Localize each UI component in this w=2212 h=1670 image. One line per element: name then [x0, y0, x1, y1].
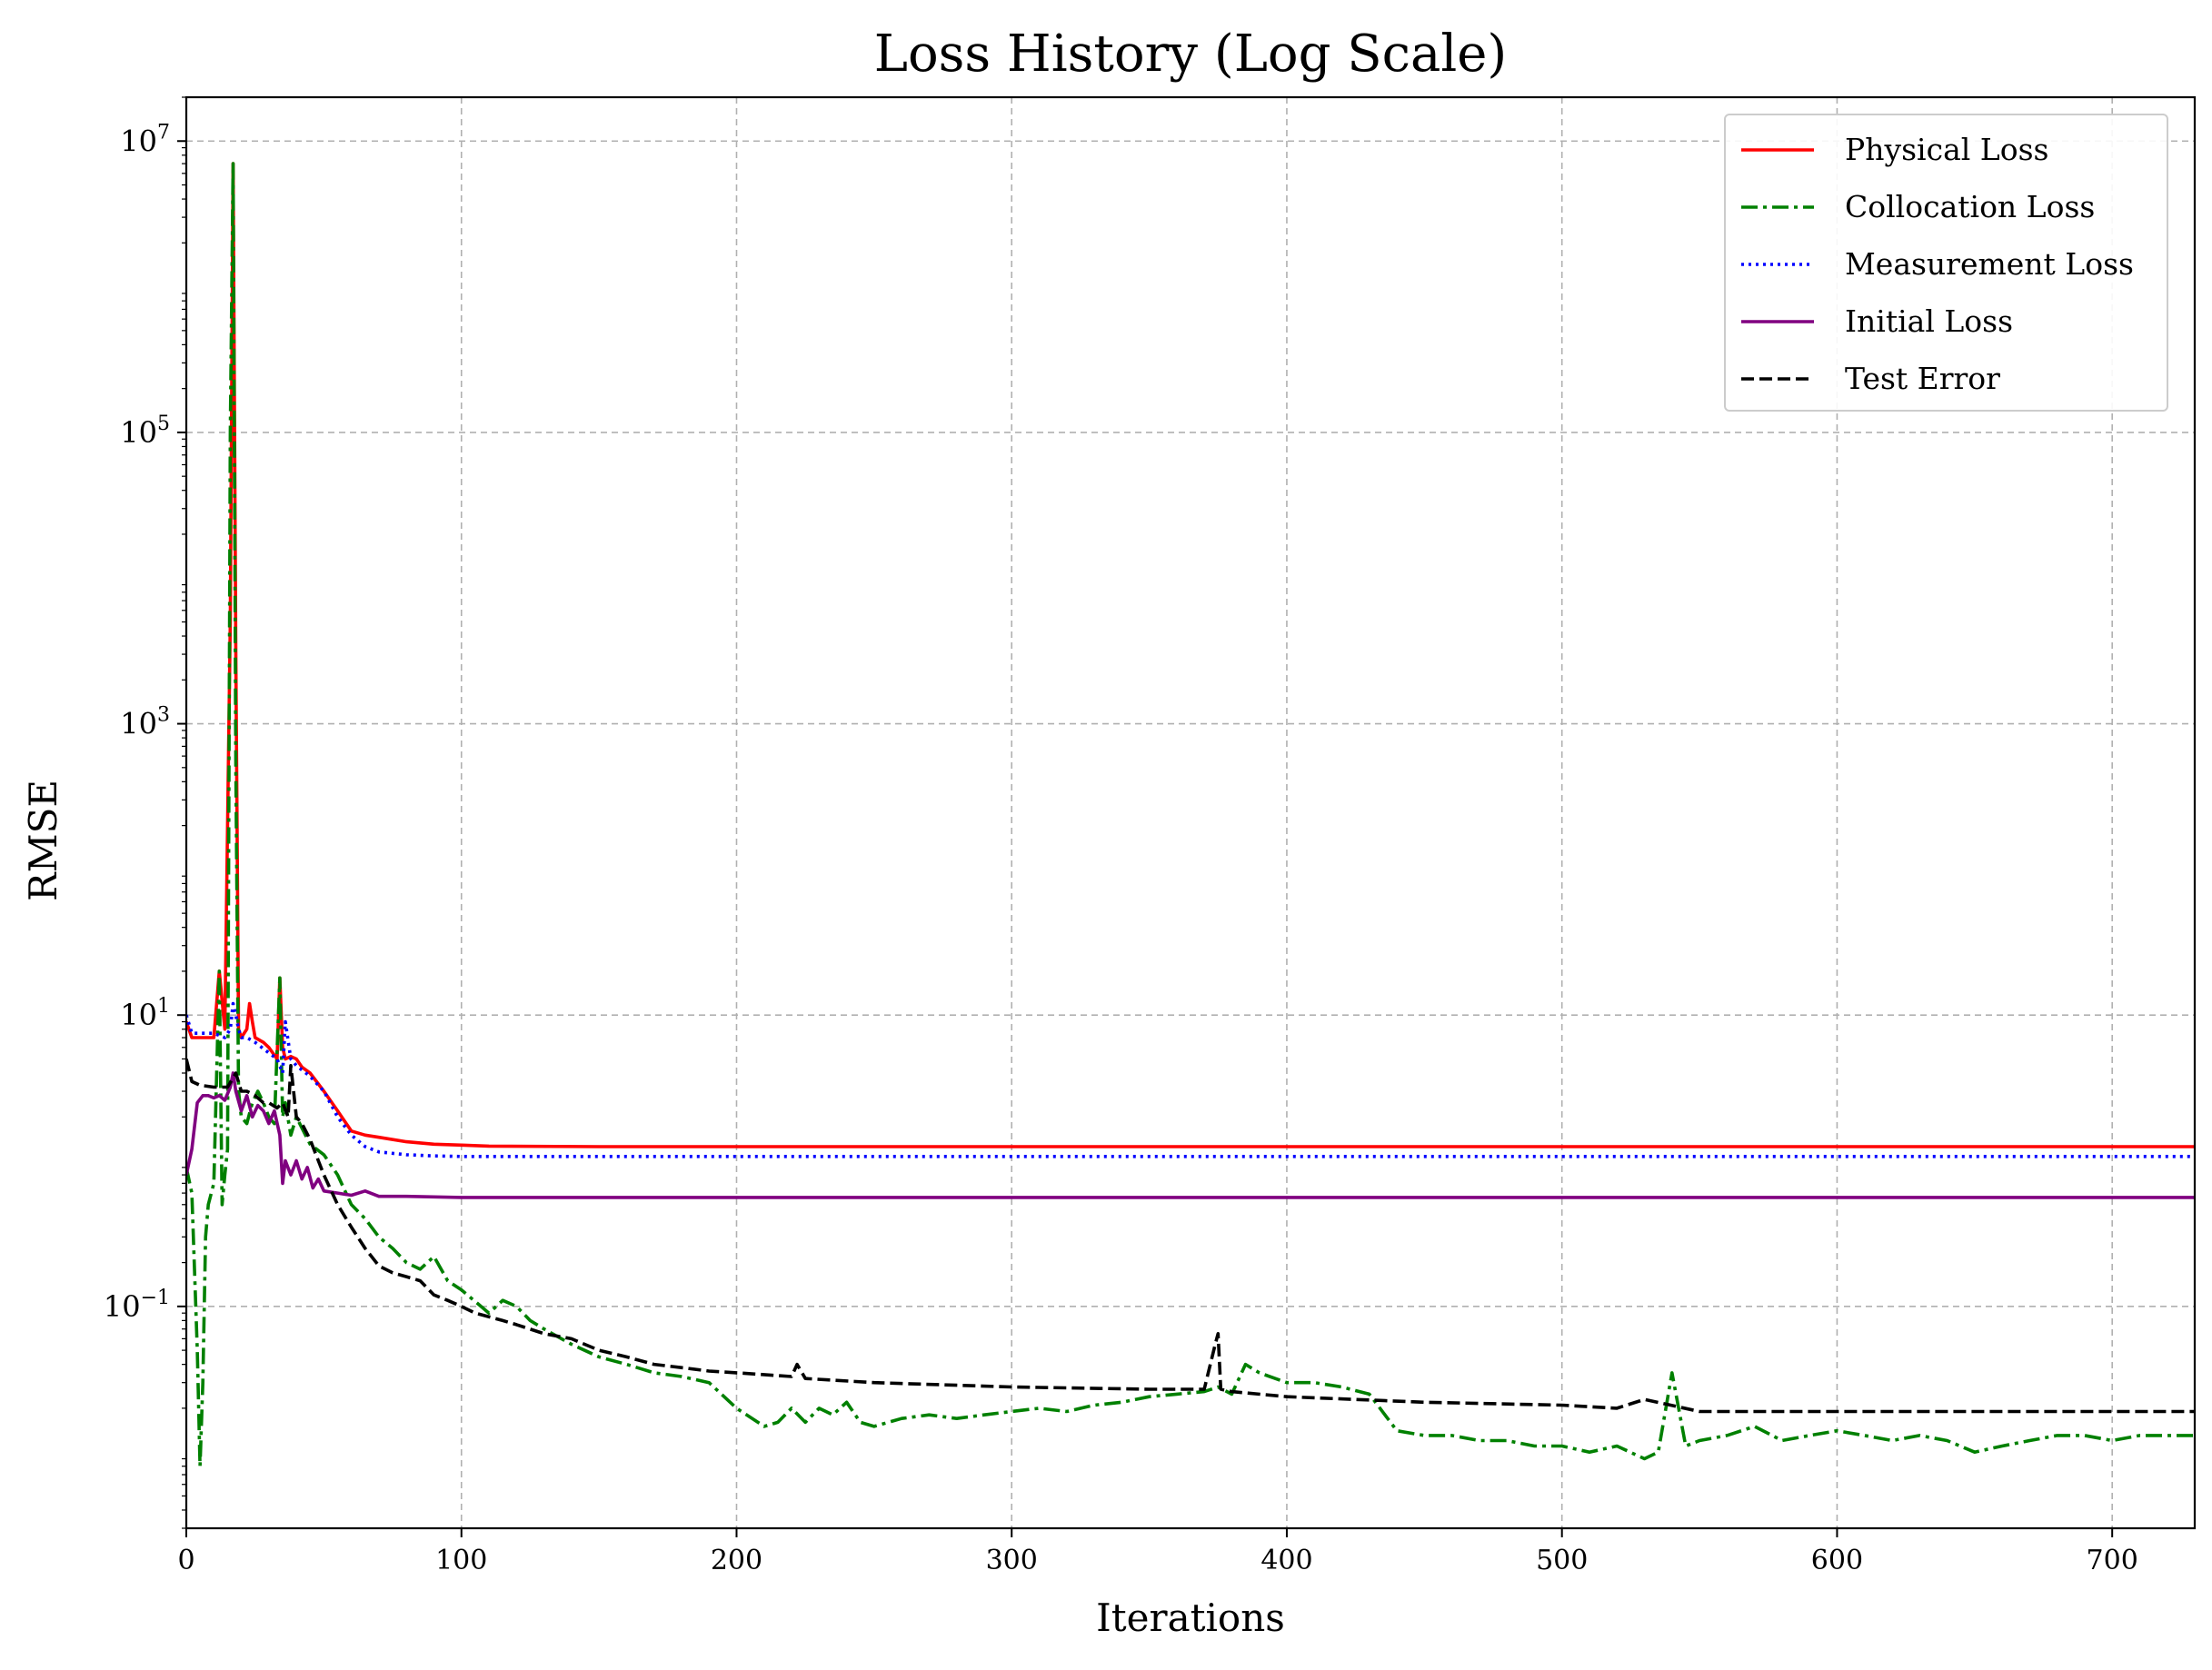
series-line-initial-loss — [186, 1071, 2195, 1199]
legend: Physical Loss Collocation Loss Measurement… — [1724, 114, 2168, 412]
y-tick-label: 105 — [120, 413, 170, 450]
legend-box — [1724, 114, 2168, 412]
y-tick-label: 101 — [120, 995, 170, 1032]
series-line-test-error — [186, 1059, 2195, 1414]
legend-label: Initial Loss — [1845, 303, 2013, 339]
legend-label: Collocation Loss — [1845, 189, 2095, 224]
x-tick-label: 0 — [177, 1545, 194, 1576]
y-tick-label: 103 — [120, 704, 170, 741]
grid-layer — [185, 97, 2195, 1528]
x-tick-label: 100 — [435, 1545, 487, 1576]
y-tick-label: 10−1 — [104, 1287, 170, 1324]
x-axis-label: Iterations — [1096, 1595, 1285, 1640]
legend-label: Physical Loss — [1845, 132, 2048, 167]
series-layer — [186, 162, 2195, 1468]
chart-title: Loss History (Log Scale) — [874, 25, 1508, 84]
legend-label: Test Error — [1845, 361, 2000, 396]
x-tick-label: 500 — [1536, 1545, 1588, 1576]
x-tick-label: 600 — [1811, 1545, 1863, 1576]
x-tick-label: 200 — [711, 1545, 762, 1576]
series-line-measurement-loss — [186, 1001, 2195, 1158]
x-tick-label: 700 — [2087, 1545, 2138, 1576]
tick-layer: 0 100 200 300 400 500 600 700 10−1 101 103 105 107 — [104, 96, 2138, 1576]
x-tick-label: 300 — [986, 1545, 1038, 1576]
legend-label: Measurement Loss — [1845, 246, 2134, 282]
y-tick-label: 107 — [120, 121, 170, 158]
y-axis-label: RMSE — [21, 780, 65, 901]
plot-frame — [184, 95, 2197, 1530]
x-tick-label: 400 — [1260, 1545, 1312, 1576]
